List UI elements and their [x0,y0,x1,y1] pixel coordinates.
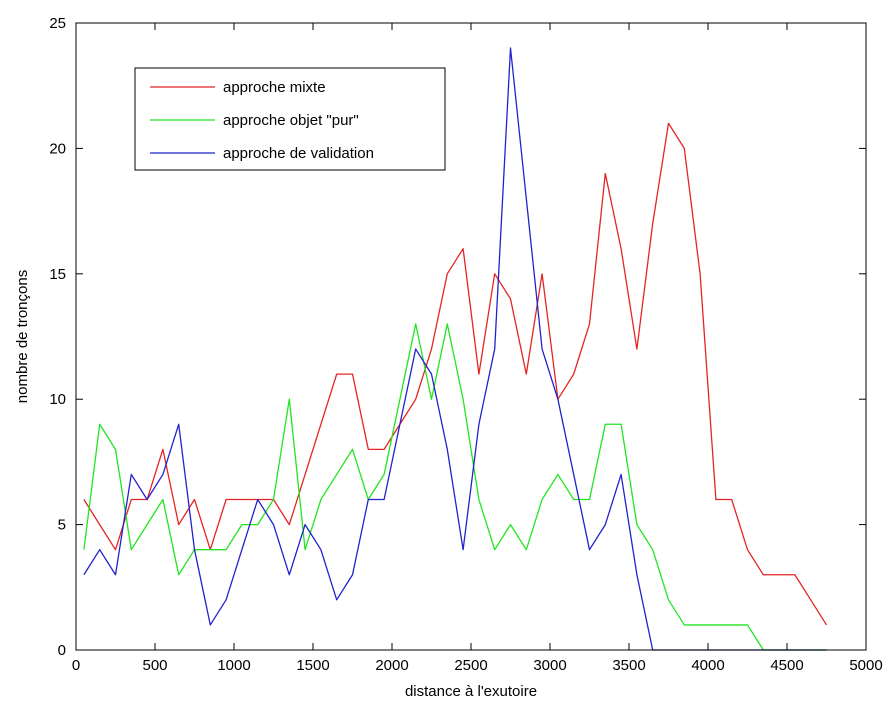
legend-label-1: approche mixte [223,79,326,96]
legend-label-3: approche de validation [223,145,374,162]
legend: approche mixte approche objet "pur" approc… [134,67,446,171]
x-tick-label: 2500 [454,657,487,674]
x-tick-label: 1000 [217,657,250,674]
series-line-2 [83,323,827,651]
y-tick-label: 0 [58,642,66,659]
y-tick-label: 25 [49,15,66,32]
x-tick-label: 5000 [849,657,882,674]
axes: 0 500 1000 1500 2000 2500 3000 3500 4000 4500 5000… [14,15,883,700]
x-tick-label: 3000 [533,657,566,674]
x-tick-label: 2000 [375,657,408,674]
y-tick-label: 10 [49,391,66,408]
x-tick-label: 1500 [296,657,329,674]
legend-label-2: approche objet "pur" [223,112,359,129]
x-tick-label: 500 [142,657,167,674]
y-tick-label: 5 [58,517,66,534]
y-tick-label: 15 [49,266,66,283]
x-axis-label: distance à l'exutoire [405,683,537,700]
series-line-1 [83,122,828,626]
y-axis-label: nombre de tronçons [14,270,31,403]
x-tick-label: 3500 [612,657,645,674]
x-tick-label: 4000 [691,657,724,674]
y-tick-label: 20 [49,140,66,157]
x-tick-label: 0 [72,657,80,674]
x-tick-label: 4500 [770,657,803,674]
